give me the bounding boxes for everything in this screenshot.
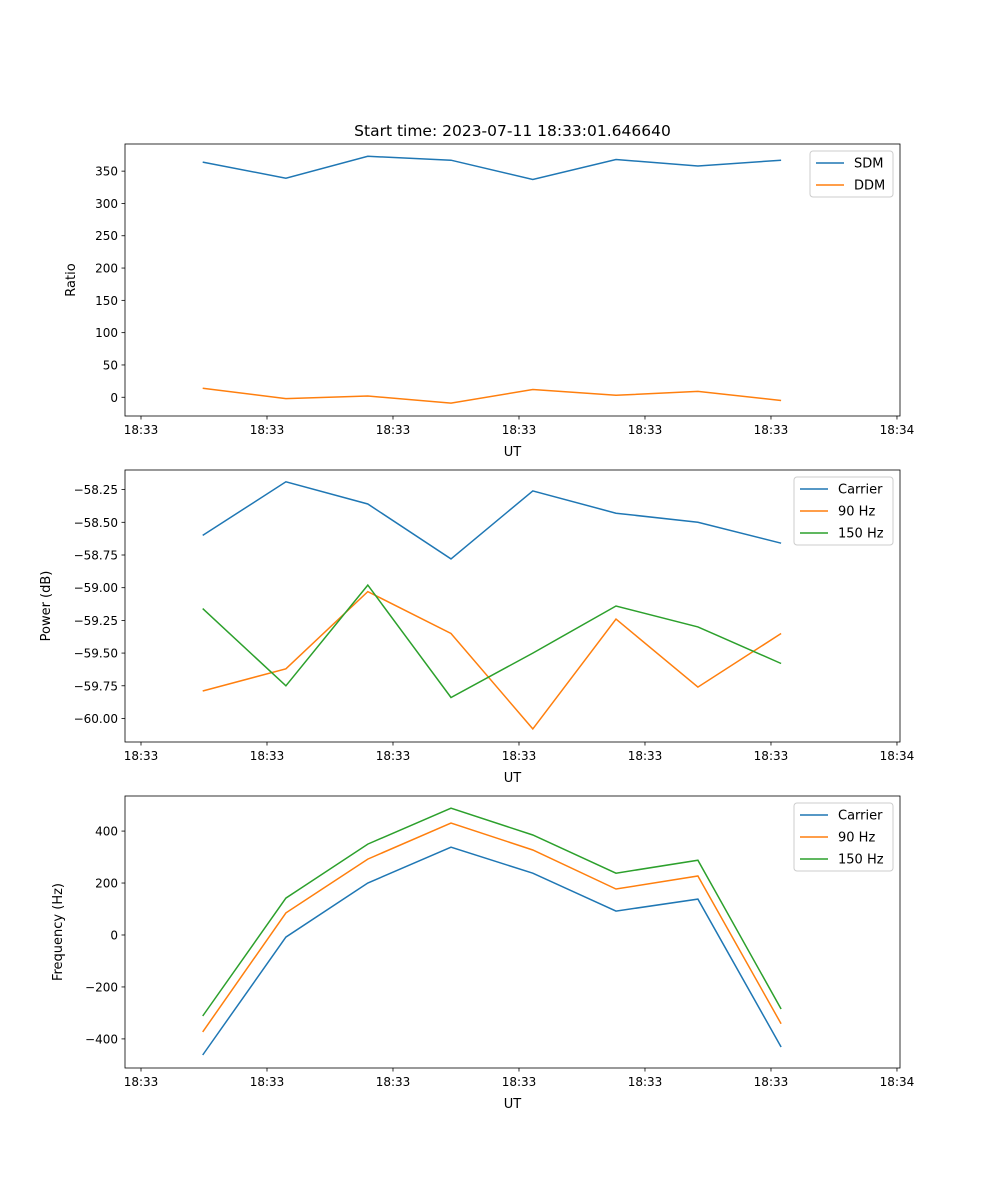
chart-title: Start time: 2023-07-11 18:33:01.646640 [354,122,671,140]
y-tick-label: 200 [95,877,118,891]
legend-label: 150 Hz [838,527,884,542]
legend-label: Carrier [838,483,883,498]
legend-label: 90 Hz [838,831,875,846]
legend-label: Carrier [838,809,883,824]
series-line-90-hz [202,590,782,731]
x-tick-label: 18:34 [880,1075,915,1089]
y-tick-label: −59.50 [74,647,118,661]
y-tick-label: 250 [95,229,118,243]
series-line-carrier [202,846,782,1056]
y-tick-label: 100 [95,326,118,340]
y-tick-label: −59.25 [74,614,118,628]
subplot-1: 18:33 18:33 18:33 18:33 18:33 18:33 18:34 0 50 10… [64,122,914,460]
legend-label: 150 Hz [838,853,884,868]
y-tick-label: −59.00 [74,581,118,595]
x-tick-label: 18:33 [250,423,285,437]
series-line-carrier [202,480,782,560]
x-tick-label: 18:33 [628,749,663,763]
y-tick-label: 300 [95,197,118,211]
series-line-sdm [202,155,782,181]
y-tick-label: −58.75 [74,549,118,563]
x-axis-label: UT [504,771,522,786]
legend: Carrier 90 Hz 150 Hz [793,802,894,872]
legend-box [793,802,894,872]
x-tick-label: 18:33 [502,1075,537,1089]
subplot-3: 18:33 18:33 18:33 18:33 18:33 18:33 18:34 −400 −… [51,795,915,1112]
series-line-90-hz [202,822,782,1033]
x-tick-label: 18:33 [376,423,411,437]
y-tick-label: −400 [85,1032,118,1046]
x-tick-label: 18:33 [124,1075,159,1089]
x-tick-label: 18:33 [376,749,411,763]
y-tick-label: 200 [95,262,118,276]
x-tick-label: 18:33 [754,1075,789,1089]
axes-frame [124,469,901,743]
y-tick-label: 0 [110,928,118,942]
x-axis-label: UT [504,445,522,460]
y-axis-label: Power (dB) [39,571,54,642]
y-tick-label: −200 [85,980,118,994]
x-tick-label: 18:33 [502,749,537,763]
legend-label: SDM [854,157,883,172]
x-axis-label: UT [504,1097,522,1112]
x-tick-label: 18:33 [376,1075,411,1089]
x-tick-label: 18:33 [628,423,663,437]
y-tick-label: 150 [95,294,118,308]
y-tick-label: 0 [110,391,118,405]
legend-label: 90 Hz [838,505,875,520]
legend: Carrier 90 Hz 150 Hz [793,476,894,546]
x-tick-label: 18:33 [628,1075,663,1089]
x-tick-label: 18:33 [250,749,285,763]
x-tick-label: 18:33 [124,749,159,763]
legend-label: DDM [854,179,885,194]
x-tick-label: 18:33 [124,423,159,437]
subplot-2: 18:33 18:33 18:33 18:33 18:33 18:33 18:34 −60.0… [39,469,915,786]
legend: SDM DDM [809,150,894,198]
y-tick-label: 50 [103,358,118,372]
legend-box [793,476,894,546]
axes-frame [124,795,901,1069]
x-tick-label: 18:33 [754,749,789,763]
series-line-150-hz [202,807,782,1017]
x-tick-label: 18:33 [250,1075,285,1089]
y-tick-label: −60.00 [74,712,118,726]
y-axis-label: Frequency (Hz) [51,883,66,981]
x-tick-label: 18:34 [880,423,915,437]
y-tick-label: 400 [95,825,118,839]
x-tick-label: 18:33 [754,423,789,437]
y-tick-label: −59.75 [74,679,118,693]
series-line-ddm [202,387,782,404]
x-tick-label: 18:33 [502,423,537,437]
y-tick-label: −58.50 [74,516,118,530]
y-tick-label: −58.25 [74,483,118,497]
x-tick-label: 18:34 [880,749,915,763]
y-axis-label: Ratio [64,263,79,296]
y-tick-label: 350 [95,165,118,179]
series-line-150-hz [202,583,782,699]
axes-frame [124,143,901,417]
